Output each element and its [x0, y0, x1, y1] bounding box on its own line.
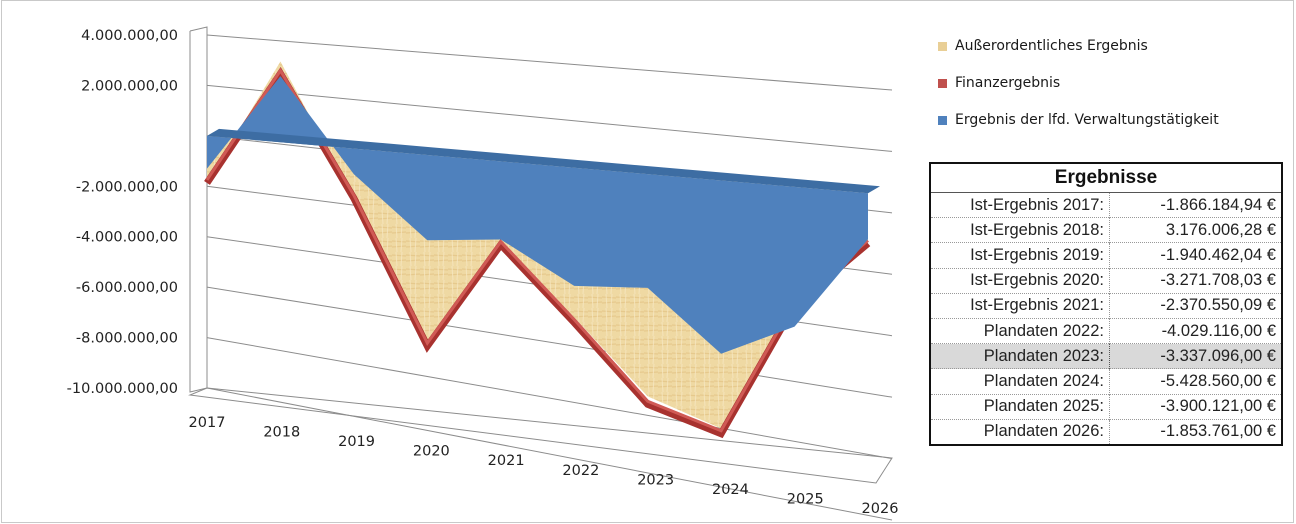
x-tick-label: 2019 — [338, 434, 375, 450]
row-label: Plandaten 2024: — [930, 368, 1110, 394]
table-row: Ist-Ergebnis 2021: -2.370.550,09 € — [930, 292, 1282, 319]
row-value: -2.370.550,09 € — [1109, 292, 1282, 319]
legend-swatch-icon — [938, 115, 947, 125]
row-label: Ist-Ergebnis 2017: — [930, 191, 1110, 218]
table-row: Ist-Ergebnis 2020: -3.271.708,03 € — [930, 267, 1282, 294]
row-label: Ist-Ergebnis 2019: — [930, 242, 1110, 269]
row-label: Plandaten 2022: — [930, 317, 1110, 344]
series-area-verwaltung — [207, 76, 868, 354]
legend: Außerordentliches Ergebnis Finanzergebni… — [938, 36, 1288, 147]
row-value: -1.853.761,00 € — [1109, 418, 1282, 445]
row-value: -1.940.462,04 € — [1109, 242, 1282, 269]
x-tick-label: 2022 — [562, 463, 599, 479]
x-tick-label: 2023 — [637, 472, 674, 488]
y-tick-label: -2.000.000,00 — [76, 179, 178, 195]
x-tick-label: 2017 — [189, 415, 226, 431]
table-row: Ist-Ergebnis 2019: -1.940.462,04 € — [930, 242, 1282, 269]
legend-item-ausserordentlich: Außerordentliches Ergebnis — [938, 36, 1288, 56]
table-row: Plandaten 2024: -5.428.560,00 € — [930, 368, 1282, 394]
row-label: Ist-Ergebnis 2020: — [930, 267, 1110, 294]
table-row: Plandaten 2022: -4.029.116,00 € — [930, 317, 1282, 344]
row-value: 3.176.006,28 € — [1109, 217, 1282, 243]
series-edge-verwaltung — [207, 128, 880, 194]
row-label: Plandaten 2025: — [930, 393, 1110, 420]
legend-label: Finanzergebnis — [955, 75, 1061, 91]
legend-label: Ergebnis der lfd. Verwaltungstätigkeit — [955, 112, 1219, 128]
table-row: Plandaten 2025: -3.900.121,00 € — [930, 393, 1282, 420]
y-tick-label: -6.000.000,00 — [76, 280, 178, 296]
row-value: -5.428.560,00 € — [1109, 368, 1282, 394]
row-label: Plandaten 2026: — [930, 418, 1110, 445]
gridline — [206, 84, 893, 152]
floor-plane — [188, 387, 893, 484]
results-table: Ergebnisse Ist-Ergebnis 2017: -1.866.184,… — [929, 162, 1283, 446]
row-label: Ist-Ergebnis 2021: — [930, 292, 1110, 319]
table-row: Ist-Ergebnis 2017: -1.866.184,94 € — [930, 191, 1282, 218]
row-value: -3.900.121,00 € — [1109, 393, 1282, 420]
row-value: -1.866.184,94 € — [1109, 191, 1282, 218]
row-value: -3.271.708,03 € — [1109, 267, 1282, 294]
y-tick-label: 4.000.000,00 — [81, 28, 178, 44]
x-tick-label: 2018 — [263, 425, 300, 441]
results-table-header: Ergebnisse — [930, 163, 1282, 193]
legend-swatch-icon — [938, 41, 947, 51]
row-label: Plandaten 2023: — [930, 343, 1110, 369]
y-tick-label: -10.000.000,00 — [67, 381, 178, 397]
row-value: -4.029.116,00 € — [1109, 317, 1282, 344]
legend-label: Außerordentliches Ergebnis — [955, 38, 1148, 54]
x-tick-label: 2025 — [787, 491, 824, 507]
y-tick-label: -8.000.000,00 — [76, 331, 178, 347]
gridline — [206, 387, 893, 521]
table-row: Ist-Ergebnis 2018: 3.176.006,28 € — [930, 217, 1282, 243]
row-value: -3.337.096,00 € — [1109, 343, 1282, 369]
legend-item-finanz: Finanzergebnis — [938, 73, 1288, 93]
y-tick-label: 2.000.000,00 — [81, 78, 178, 94]
y-axis-wall — [189, 26, 208, 393]
y-tick-label: -4.000.000,00 — [76, 230, 178, 246]
legend-item-verwaltung: Ergebnis der lfd. Verwaltungstätigkeit — [938, 110, 1288, 130]
table-row: Plandaten 2023: -3.337.096,00 € — [930, 343, 1282, 369]
gridline — [206, 34, 893, 91]
table-row: Plandaten 2026: -1.853.761,00 € — [930, 418, 1282, 445]
x-tick-label: 2021 — [488, 453, 525, 469]
x-tick-label: 2020 — [413, 444, 450, 460]
row-label: Ist-Ergebnis 2018: — [930, 217, 1110, 243]
legend-swatch-icon — [938, 78, 947, 88]
gridline — [206, 337, 893, 460]
chart-plot: 4.000.000,00 2.000.000,00 -2.000.000,00 -4.… — [67, 26, 899, 521]
gridline — [206, 286, 893, 398]
x-tick-label: 2024 — [712, 482, 749, 498]
x-tick-label: 2026 — [862, 501, 899, 517]
